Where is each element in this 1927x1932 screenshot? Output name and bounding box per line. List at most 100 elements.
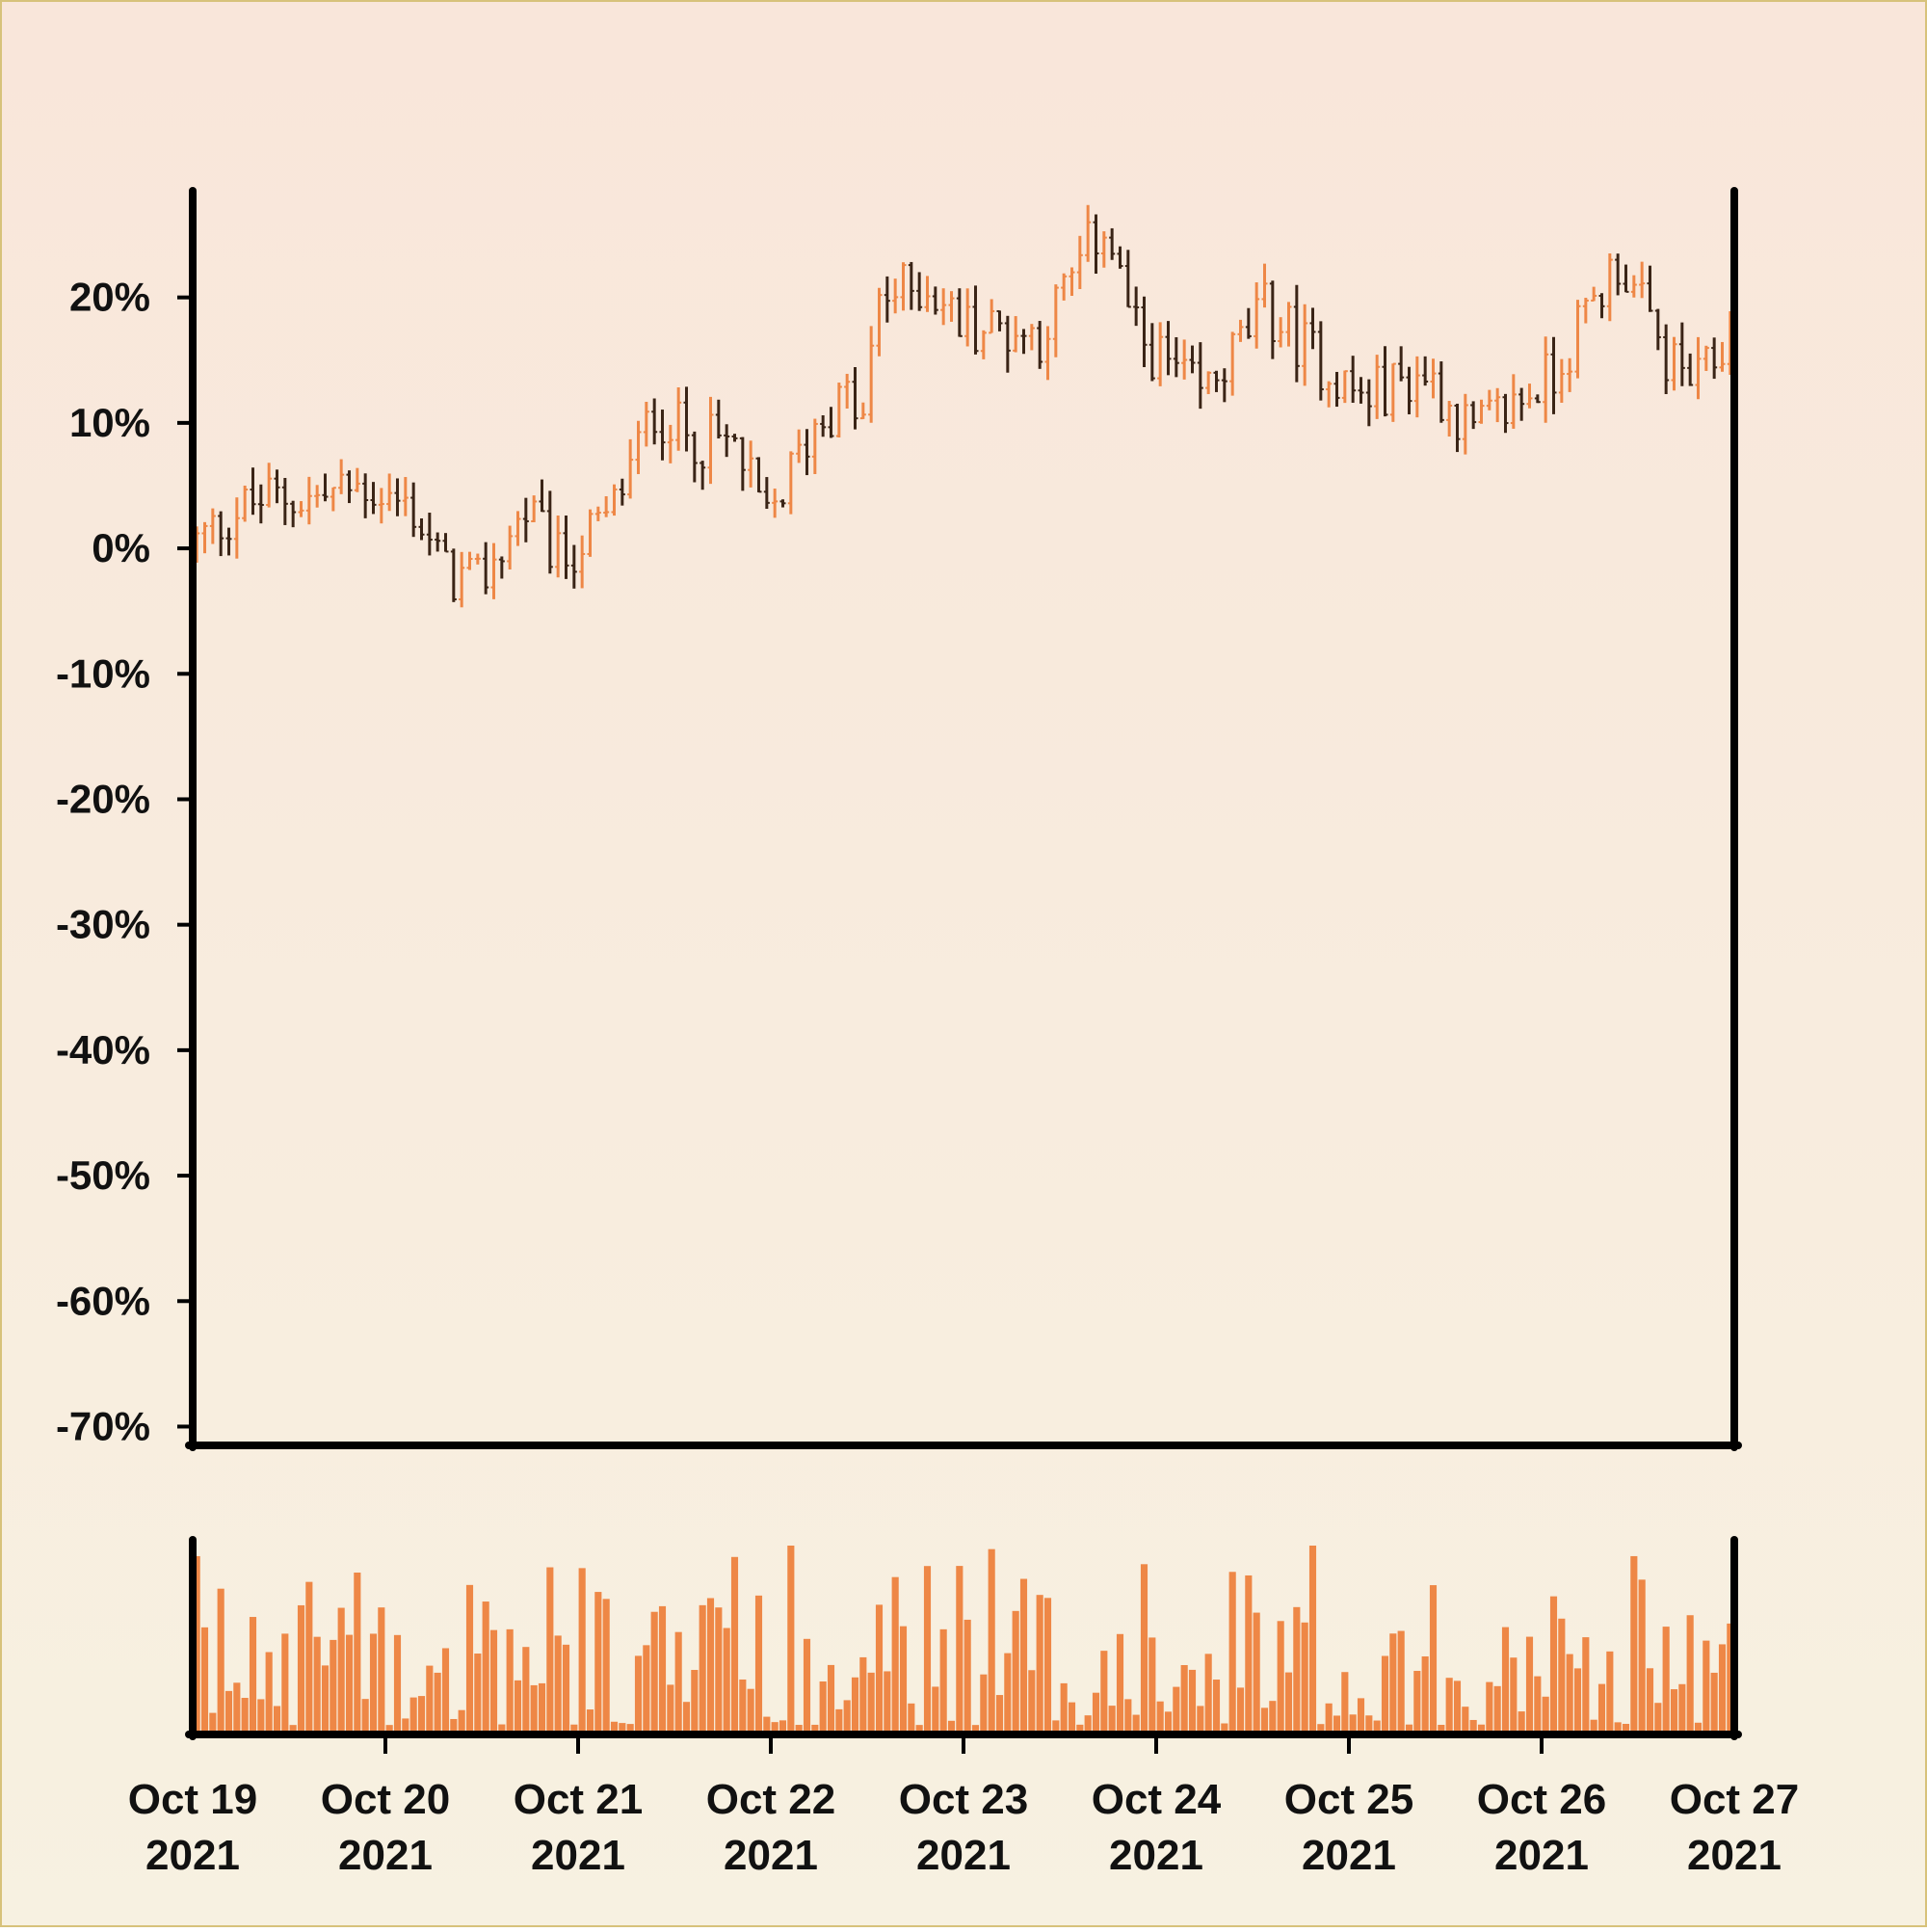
x-tick-label-year: 2021 — [724, 1832, 818, 1879]
volume-bar — [923, 1566, 932, 1734]
x-tick-label-date: Oct 21 — [514, 1776, 644, 1823]
volume-bar — [964, 1619, 971, 1734]
ohlc-bar — [980, 330, 987, 359]
volume-bar — [1597, 1683, 1606, 1734]
volume-bar — [1036, 1595, 1043, 1734]
volume-bar — [827, 1664, 835, 1734]
volume-bar — [851, 1677, 859, 1734]
ohlc-bar — [1269, 280, 1276, 359]
volume-bar — [1462, 1707, 1469, 1734]
ohlc-bar — [442, 533, 449, 553]
volume-bar — [498, 1724, 506, 1734]
ohlc-bar — [989, 299, 995, 334]
x-tick-label-date: Oct 24 — [1092, 1776, 1222, 1823]
x-tick-label-year: 2021 — [531, 1832, 625, 1879]
volume-bar — [947, 1720, 956, 1734]
ohlc-bar — [1695, 336, 1702, 400]
volume-bar — [819, 1681, 827, 1734]
volume-bar — [747, 1688, 754, 1734]
ohlc-bar — [724, 424, 730, 458]
ohlc-bar — [1719, 341, 1726, 372]
volume-bar — [538, 1682, 546, 1734]
ohlc-bar — [1278, 317, 1284, 348]
volume-bar — [354, 1573, 361, 1734]
volume-bar — [241, 1698, 249, 1734]
ohlc-bar — [908, 261, 914, 310]
volume-bar — [643, 1645, 650, 1734]
volume-bar — [1028, 1670, 1036, 1734]
ohlc-bar — [1678, 322, 1685, 386]
ohlc-bar — [531, 495, 538, 522]
ohlc-bar — [659, 410, 666, 461]
ohlc-bar — [1550, 336, 1557, 414]
volume-bar — [1341, 1672, 1349, 1734]
volume-bar — [385, 1725, 393, 1734]
volume-bar — [1333, 1715, 1341, 1734]
volume-bar — [699, 1604, 706, 1734]
ohlc-bar — [1526, 384, 1533, 409]
ohlc-bar — [1189, 345, 1196, 374]
ohlc-bar — [787, 451, 794, 515]
ohlc-bar — [828, 407, 834, 438]
ohlc-bar — [1663, 324, 1670, 395]
ohlc-bar — [1406, 366, 1412, 414]
ohlc-bar — [1543, 336, 1549, 423]
ohlc-bar — [1213, 370, 1220, 392]
ohlc-bar — [233, 497, 240, 559]
volume-bar — [1197, 1706, 1204, 1734]
ohlc-bar — [1117, 246, 1123, 269]
ohlc-bar — [1061, 273, 1068, 301]
ohlc-bar — [1109, 227, 1116, 260]
ohlc-bar — [1100, 231, 1107, 268]
volume-bar — [200, 1627, 209, 1734]
ohlc-bar — [1446, 401, 1453, 437]
volume-bar — [602, 1599, 610, 1734]
ohlc-bar — [731, 434, 738, 442]
volume-bar — [1060, 1682, 1068, 1734]
ohlc-bar — [1326, 381, 1333, 408]
volume-bar — [1173, 1686, 1180, 1734]
y-tick-label: -70% — [56, 1403, 150, 1448]
volume-bar — [273, 1706, 281, 1734]
ohlc-bar — [555, 515, 562, 578]
volume-bar — [915, 1725, 923, 1734]
volume-bar — [1662, 1627, 1670, 1734]
ohlc-bar — [305, 476, 312, 525]
volume-bar — [378, 1607, 385, 1734]
x-axis-ticks: Oct 19 2021 Oct 20 2021 Oct 21 2021 Oct 22 2021… — [128, 1738, 1799, 1879]
ohlc-bar — [1478, 399, 1485, 424]
ohlc-bar — [1245, 307, 1252, 339]
ohlc-bar — [1510, 374, 1517, 429]
ohlc-bar — [1574, 300, 1581, 379]
volume-bar — [1349, 1714, 1357, 1734]
ohlc-bar — [876, 287, 883, 357]
volume-bar — [939, 1628, 947, 1734]
ohlc-bar — [1567, 357, 1573, 392]
volume-bar — [1582, 1637, 1590, 1734]
volume-bar — [305, 1581, 313, 1734]
ohlc-bar — [892, 278, 899, 314]
volume-bar — [763, 1716, 771, 1734]
volume-bar — [1204, 1654, 1212, 1734]
ohlc-bar — [1374, 355, 1381, 419]
volume-bar — [1542, 1696, 1549, 1734]
ohlc-bar — [474, 553, 481, 565]
ohlc-bar — [498, 556, 505, 579]
volume-bar — [1630, 1555, 1638, 1734]
volume-bar — [1317, 1724, 1325, 1734]
ohlc-bar — [700, 461, 706, 490]
volume-bar — [626, 1724, 634, 1734]
volume-bar — [1132, 1714, 1140, 1734]
volume-bar — [1188, 1669, 1197, 1734]
volume-bar — [361, 1699, 369, 1734]
ohlc-bar — [1382, 346, 1388, 417]
volume-bar — [321, 1665, 330, 1734]
volume-bar — [594, 1592, 602, 1734]
ohlc-bar — [1093, 214, 1099, 275]
volume-bar — [1308, 1546, 1317, 1734]
volume-bar — [682, 1702, 691, 1734]
volume-bar — [578, 1568, 586, 1734]
ohlc-bar — [257, 484, 264, 524]
ohlc-bar — [763, 477, 770, 510]
volume-bar — [754, 1595, 763, 1734]
